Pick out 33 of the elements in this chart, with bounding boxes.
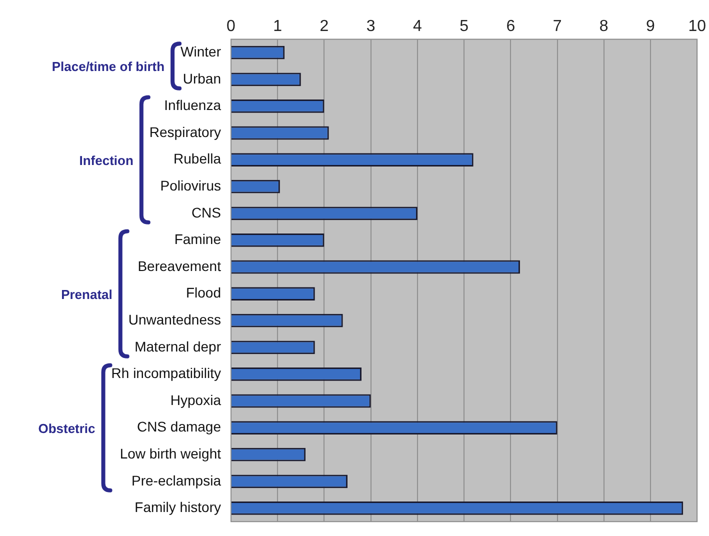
- y-tick-label: Poliovirus: [160, 177, 221, 194]
- x-tick-label: 5: [460, 18, 469, 36]
- y-tick-label: Bereavement: [138, 258, 222, 274]
- y-tick-label: Winter: [180, 43, 222, 60]
- y-tick-label: Famine: [174, 231, 222, 248]
- x-tick-label: 8: [599, 18, 608, 36]
- y-tick-label: Low birth weight: [120, 445, 222, 462]
- y-tick-label: CNS damage: [136, 418, 222, 435]
- text: Obstetric: [38, 420, 96, 436]
- y-tick-label: Maternal depr: [134, 338, 222, 354]
- y-tick-label: Hypoxia: [170, 392, 222, 408]
- x-tick-label: 3: [366, 18, 376, 36]
- y-tick-label: Urban: [182, 70, 221, 86]
- y-tick-label: Influenza: [164, 97, 222, 114]
- x-tick-label: 2: [320, 18, 329, 36]
- y-tick-label: Unwantedness: [128, 311, 221, 328]
- y-tick-label: CNS: [191, 204, 221, 220]
- x-tick-label: 0: [226, 18, 236, 36]
- x-tick-label: 6: [506, 18, 516, 36]
- x-tick-label: 10: [688, 18, 706, 36]
- x-tick-label: 9: [646, 18, 656, 36]
- x-tick-label: 7: [552, 18, 562, 36]
- y-tick-label: Rh incompatibility: [111, 365, 221, 382]
- x-tick-label: 4: [412, 18, 422, 36]
- y-tick-label: Pre-eclampsia: [132, 472, 222, 488]
- text: Place/time of birth: [52, 59, 165, 74]
- y-tick-label: Respiratory: [149, 124, 221, 140]
- text: Prenatal: [61, 286, 112, 302]
- text: Infection: [79, 152, 134, 168]
- x-tick-label: 1: [273, 18, 282, 36]
- y-tick-label: Flood: [186, 284, 221, 301]
- y-tick-label: Rubella: [174, 150, 222, 167]
- y-tick-label: Family history: [134, 499, 221, 516]
